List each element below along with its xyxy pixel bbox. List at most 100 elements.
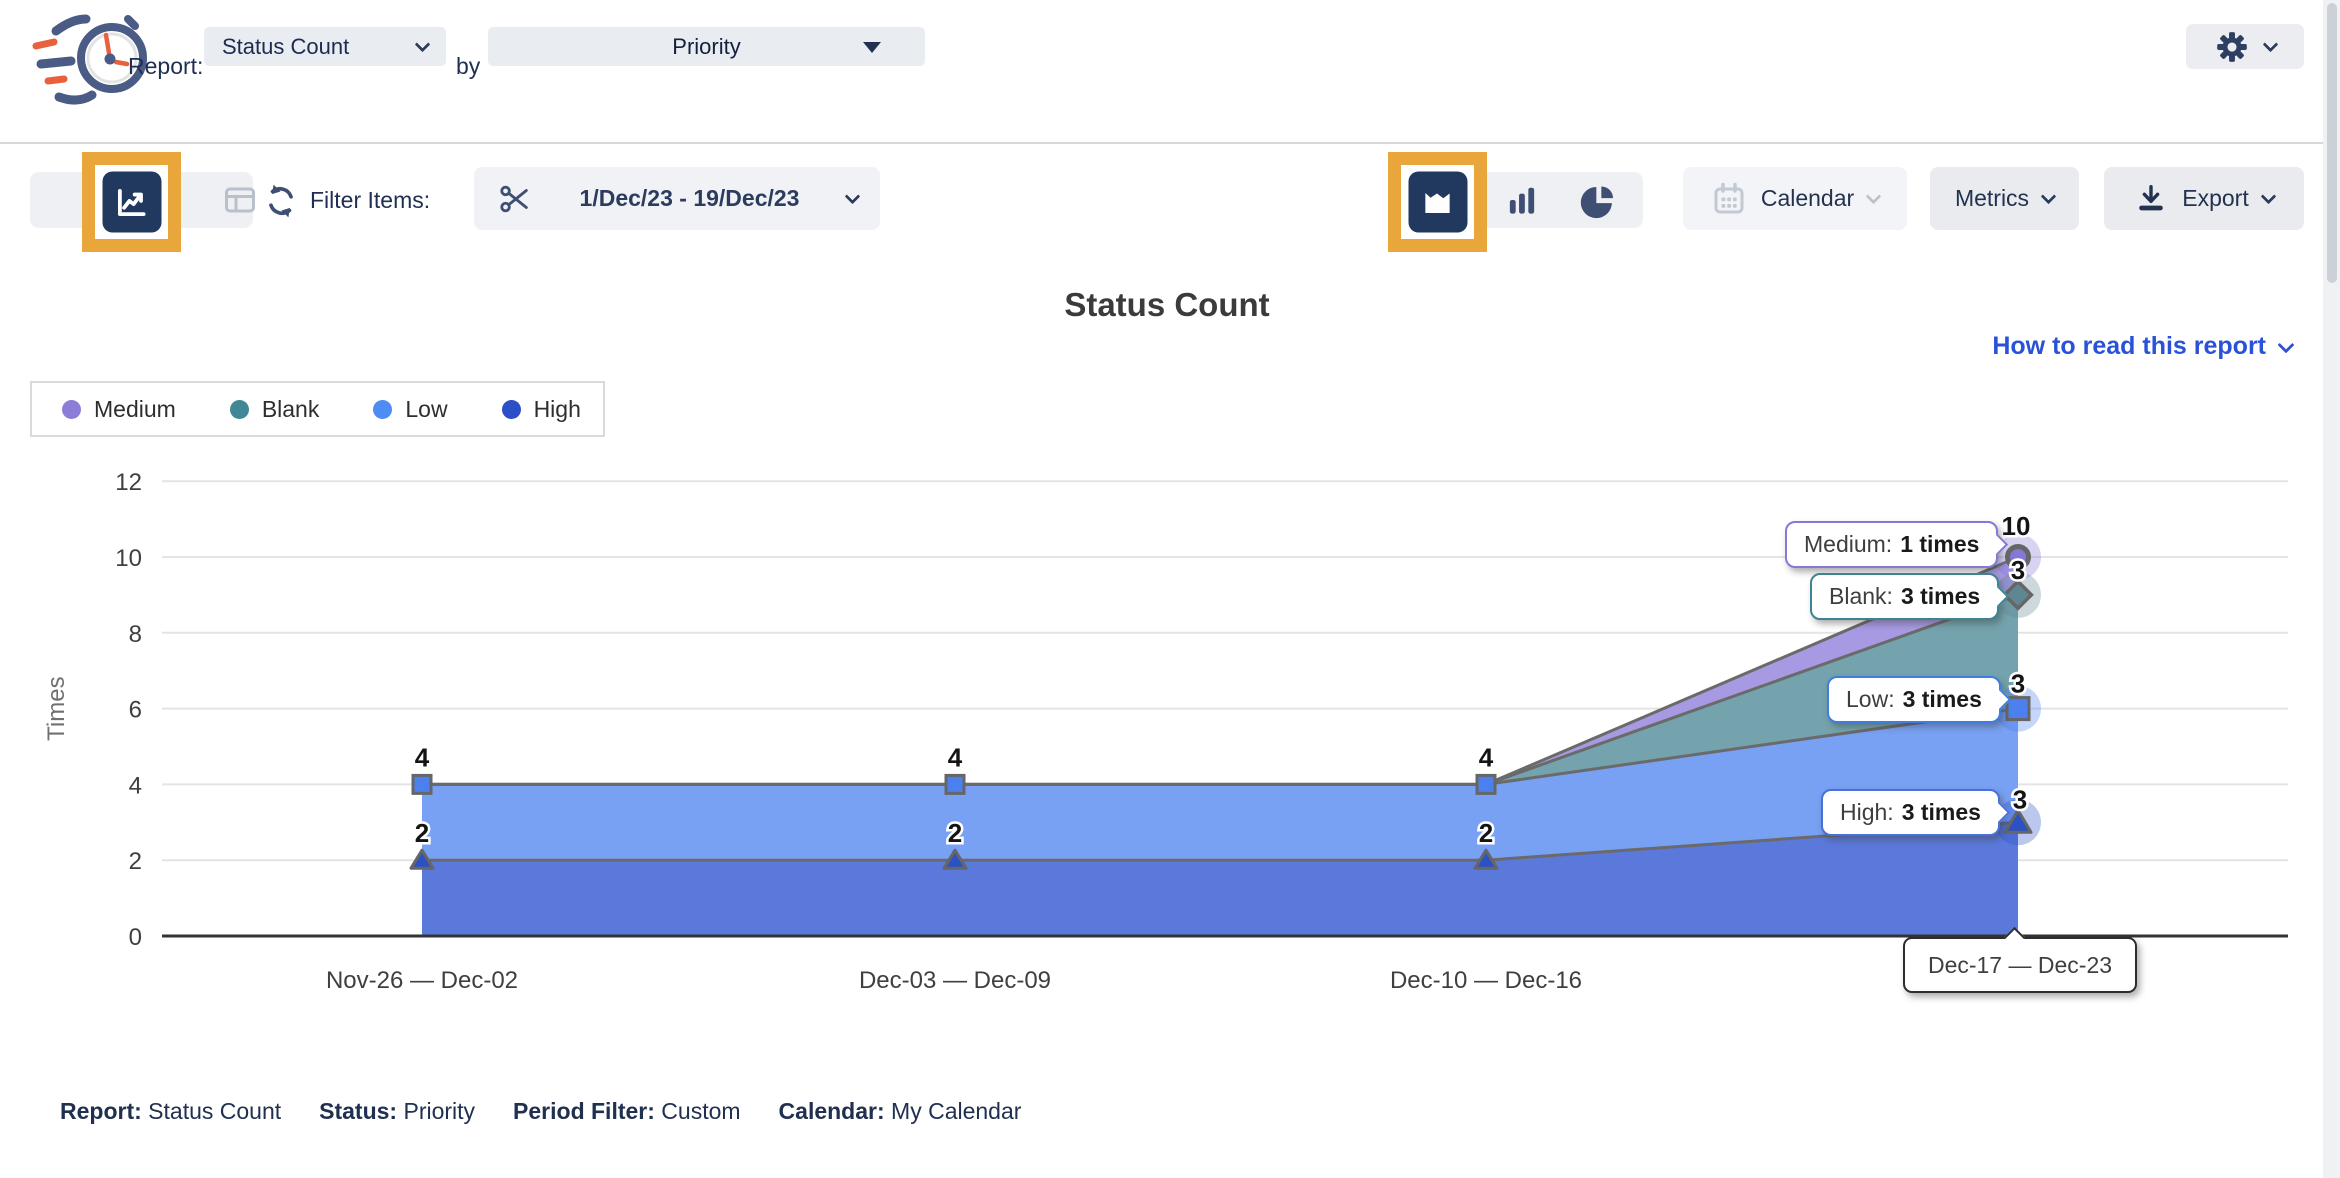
svg-text:4: 4 [948, 742, 963, 772]
group-by-select-value: Priority [672, 33, 741, 59]
svg-text:2: 2 [1479, 818, 1493, 848]
tooltip-high-value: 3 times [1901, 799, 1981, 825]
svg-text:4: 4 [1479, 742, 1494, 772]
tooltip-low: Low: 3 times [1827, 676, 2011, 723]
settings-button[interactable] [2186, 24, 2304, 69]
legend-label-high: High [533, 395, 581, 422]
svg-text:12: 12 [115, 469, 142, 496]
svg-text:10: 10 [2002, 511, 2031, 541]
svg-text:2: 2 [129, 848, 142, 875]
report-summary: Report: Status Count Status: Priority Pe… [60, 1098, 1021, 1125]
svg-text:3: 3 [2013, 784, 2027, 814]
svg-text:Dec-03 — Dec-09: Dec-03 — Dec-09 [859, 967, 1051, 994]
page-title: Status Count [1064, 286, 1270, 323]
filter-items-label: Filter Items: [310, 187, 431, 213]
metrics-button-label: Metrics [1954, 185, 2030, 211]
legend-label-blank: Blank [261, 395, 320, 422]
tooltip-blank: Blank: 3 times [1810, 573, 2010, 620]
metrics-button[interactable]: Metrics [1930, 167, 2079, 230]
tooltip-low-label: Low: [1846, 686, 1895, 712]
chart-view-highlight [82, 152, 181, 252]
svg-text:2: 2 [415, 818, 429, 848]
legend-label-low: Low [405, 395, 448, 422]
area-chart[interactable]: 4 4 4 2 2 2 10 3 3 3 0 2 4 6 8 10 12 Times Nov-26 — Dec-02… [0, 460, 2340, 1020]
report-select-value: Status Count [222, 33, 350, 59]
report-select[interactable]: Status Count [204, 27, 446, 66]
bar-chart-icon[interactable] [1503, 182, 1541, 220]
chevron-down-icon [844, 188, 861, 205]
summary-report-label: Report: [60, 1098, 142, 1124]
legend-dot-low [373, 399, 393, 419]
tooltip-blank-label: Blank: [1829, 583, 1893, 609]
chevron-down-icon [2277, 336, 2295, 353]
pie-chart-icon[interactable] [1578, 182, 1618, 222]
legend-item-blank[interactable]: Blank [229, 395, 320, 423]
svg-text:Dec-10 — Dec-16: Dec-10 — Dec-16 [1390, 967, 1582, 994]
svg-text:8: 8 [129, 621, 142, 648]
summary-status-value: Priority [403, 1098, 476, 1124]
svg-text:6: 6 [129, 697, 142, 724]
chevron-down-icon [2262, 36, 2279, 53]
area-chart-highlight [1388, 152, 1487, 252]
by-label: by [456, 53, 481, 79]
how-to-read-label: How to read this report [1992, 332, 2266, 360]
summary-status-label: Status: [319, 1098, 398, 1124]
tooltip-high: High: 3 times [1821, 789, 2011, 836]
legend-dot-blank [229, 399, 249, 419]
scissors-icon [500, 185, 528, 212]
refresh-icon[interactable] [262, 182, 300, 220]
tooltip-date-range: Dec-17 — Dec-23 [1903, 926, 2137, 993]
triangle-down-icon [863, 42, 881, 53]
filter-dropdown-value: 1/Dec/23 - 19/Dec/23 [579, 185, 800, 211]
chevron-down-icon [414, 36, 431, 53]
group-by-select[interactable]: Priority [488, 27, 925, 66]
app-logo-icon [32, 14, 147, 105]
area-chart-icon [1425, 192, 1450, 213]
scrollbar[interactable] [2323, 0, 2340, 1178]
tooltip-medium: Medium: 1 times [1785, 521, 2009, 568]
download-icon [2139, 184, 2164, 210]
legend-item-low[interactable]: Low [373, 395, 448, 423]
chevron-down-icon [1865, 188, 1882, 205]
svg-text:4: 4 [415, 742, 430, 772]
svg-text:0: 0 [129, 924, 142, 951]
svg-text:4: 4 [129, 772, 142, 799]
scrollbar-thumb[interactable] [2327, 3, 2337, 283]
summary-period-value: Custom [661, 1098, 741, 1124]
tooltip-date-label: Dec-17 — Dec-23 [1927, 951, 2113, 978]
tooltip-medium-value: 1 times [1900, 531, 1980, 557]
chevron-down-icon [2040, 188, 2057, 205]
export-button[interactable]: Export [2104, 167, 2304, 230]
legend-label-medium: Medium [94, 395, 176, 422]
svg-text:Times: Times [43, 676, 70, 740]
filter-dropdown[interactable]: 1/Dec/23 - 19/Dec/23 [474, 167, 880, 230]
svg-text:2: 2 [948, 818, 962, 848]
chevron-down-icon [2260, 188, 2277, 205]
how-to-read-link[interactable]: How to read this report [1992, 332, 2295, 361]
summary-calendar-label: Calendar: [778, 1098, 885, 1124]
chart-view-button[interactable] [102, 171, 161, 233]
calendar-icon [1714, 182, 1744, 213]
calendar-button-label: Calendar [1760, 185, 1855, 211]
chart-legend: Medium Blank Low High [30, 381, 605, 437]
board-view-icon[interactable] [222, 182, 258, 218]
legend-item-high[interactable]: High [501, 395, 581, 423]
summary-calendar-value: My Calendar [891, 1098, 1022, 1124]
summary-period-label: Period Filter: [513, 1098, 655, 1124]
header: Report: Status Count by Priority [0, 0, 2340, 143]
gear-icon [2217, 31, 2247, 62]
line-chart-icon [117, 188, 146, 216]
legend-dot-high [501, 399, 521, 419]
svg-text:Nov-26 — Dec-02: Nov-26 — Dec-02 [326, 967, 518, 994]
report-label: Report: [128, 53, 204, 79]
header-divider [0, 142, 2340, 144]
svg-text:10: 10 [115, 545, 142, 572]
calendar-button[interactable]: Calendar [1683, 167, 1907, 230]
svg-text:3: 3 [2011, 669, 2025, 699]
area-chart-button[interactable] [1408, 171, 1467, 233]
summary-report-value: Status Count [148, 1098, 282, 1124]
legend-item-medium[interactable]: Medium [62, 396, 176, 423]
svg-text:3: 3 [2011, 555, 2025, 585]
export-button-label: Export [2182, 185, 2249, 211]
